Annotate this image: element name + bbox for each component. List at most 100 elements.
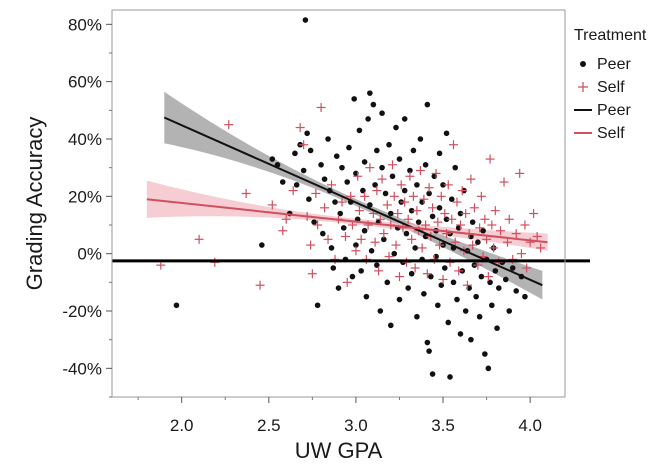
y-axis-title: Grading Accuracy [22,117,47,291]
data-point-peer [349,273,356,280]
data-point-peer [363,293,370,300]
data-point-peer [321,176,328,182]
data-point-peer [353,242,359,248]
data-point-self [407,234,417,244]
data-point-peer [414,313,420,320]
data-point-self [194,234,204,244]
data-point-self [410,263,420,273]
data-point-peer [405,285,411,291]
data-point-self [351,246,361,256]
data-point-peer [457,331,464,337]
data-point-peer [489,302,495,309]
data-point-self [489,243,499,253]
y-tick-label: 20% [68,187,102,206]
data-point-peer [429,213,436,220]
data-point-self [365,163,375,173]
data-point-peer [450,279,457,286]
data-point-self [327,180,337,190]
data-point-self [516,249,526,259]
data-point-peer [368,248,375,254]
data-point-self [415,166,425,176]
data-point-peer [300,167,307,174]
data-point-peer [320,230,326,237]
data-point-peer [314,302,321,309]
data-point-peer [279,179,286,185]
data-point-self [224,120,234,130]
data-point-peer [365,116,371,122]
data-point-self [536,243,546,253]
data-point-peer [259,242,265,248]
data-point-peer [302,17,309,23]
data-point-peer [306,196,312,202]
data-point-peer [495,285,502,291]
data-point-peer [307,147,314,154]
data-point-self [433,217,443,227]
data-point-self [455,220,465,230]
data-point-self [438,274,448,284]
data-point-self [281,214,291,224]
y-tick-label: -20% [62,302,102,321]
y-tick-label: 60% [68,73,102,92]
data-point-self [354,206,364,216]
data-point-self [405,171,415,181]
data-point-self [431,168,441,178]
data-point-peer [377,308,384,314]
data-point-self [375,214,385,224]
data-point-peer [492,268,499,274]
data-point-peer [506,308,513,314]
data-point-self [342,277,352,287]
data-point-self [421,220,431,230]
data-point-self [483,272,493,282]
data-point-self [377,174,387,184]
legend-label-peer: Peer [597,56,631,73]
data-point-self [396,180,406,190]
data-point-peer [339,164,345,171]
data-point-peer [311,219,317,225]
data-point-peer [480,227,486,234]
data-point-peer [448,196,455,202]
data-point-peer [408,270,415,277]
data-point-peer [325,136,331,142]
data-point-self [466,174,476,184]
data-point-self [417,243,427,253]
data-point-self [532,231,542,241]
data-point-self [443,180,453,190]
data-point-self [374,266,384,276]
data-point-self [295,123,305,133]
y-tick-label: 40% [68,130,102,149]
data-point-peer [304,130,310,137]
data-point-self [435,240,445,250]
plot-frame [111,9,566,398]
data-point-peer [379,110,385,116]
data-point-peer [462,308,469,314]
legend-swatch-self-plus [578,82,588,92]
data-point-self [419,194,429,204]
data-point-self [408,191,418,201]
data-point-peer [473,293,479,300]
data-point-self [382,200,392,210]
data-point-self [454,266,464,276]
data-point-peer [482,351,488,357]
data-point-self [475,223,485,233]
data-point-peer [367,202,373,208]
data-point-peer [293,182,300,188]
data-point-self [480,214,490,224]
data-point-peer [469,219,476,225]
data-point-peer [318,162,324,168]
data-point-peer [382,190,389,197]
data-point-peer [422,162,429,168]
data-point-peer [346,144,352,151]
data-point-peer [173,302,180,309]
data-point-self [468,240,478,250]
data-point-self [522,263,532,273]
data-point-peer [440,182,446,188]
data-point-peer [356,127,363,134]
data-point-self [476,191,486,201]
data-point-peer [452,164,459,171]
y-tick-label: 0% [77,245,102,264]
data-point-peer [435,302,441,309]
data-point-peer [436,205,443,211]
data-point-self [311,188,321,198]
data-point-self [448,140,458,150]
